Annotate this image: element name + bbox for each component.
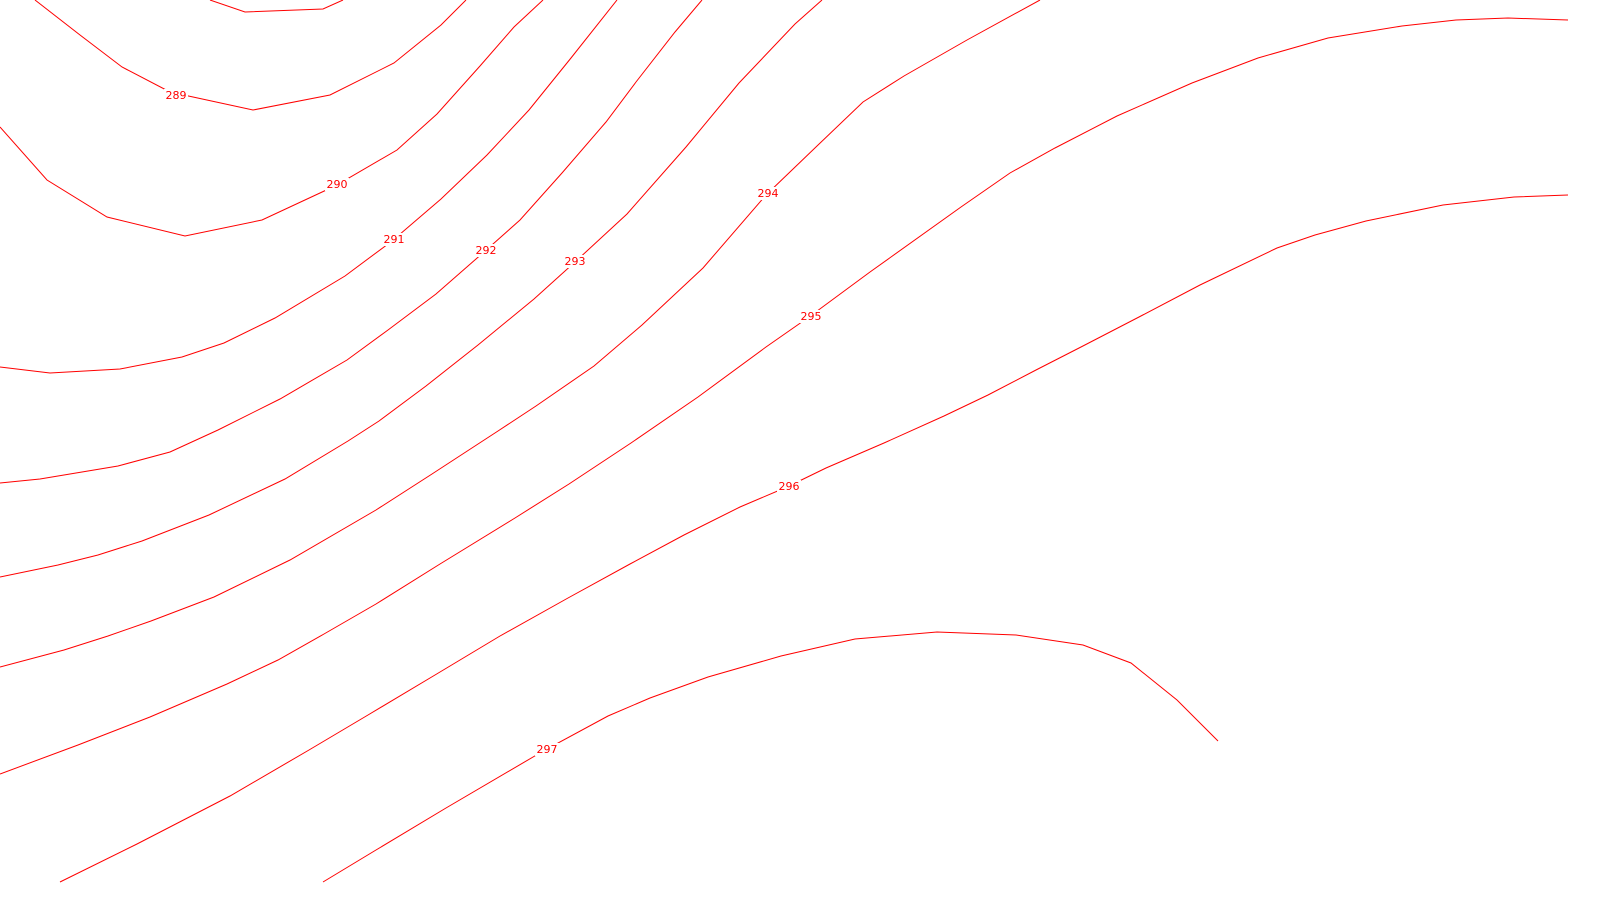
contour-line-297: [322, 631, 1219, 883]
contour-label-297: 297: [535, 743, 559, 756]
contour-line-295: [0, 17, 1569, 775]
contour-label-295-text: 295: [801, 310, 822, 323]
contour-label-295: 295: [799, 310, 823, 323]
contour-label-292-text: 292: [476, 244, 497, 257]
contour-label-296-text: 296: [779, 480, 800, 493]
contour-labels: 289 290 291 292 293 294 295 296: [164, 89, 823, 756]
contour-label-290-text: 290: [327, 178, 348, 191]
contour-label-290: 290: [325, 178, 349, 191]
contour-label-296: 296: [777, 480, 801, 493]
contour-line-292: [0, 0, 703, 484]
contour-line-289-upper: [209, 0, 344, 13]
contour-label-293-text: 293: [565, 255, 586, 268]
contour-label-292: 292: [474, 244, 498, 257]
contour-line-293: [0, 0, 823, 578]
contour-label-294: 294: [756, 187, 780, 200]
contour-label-291-text: 291: [384, 233, 405, 246]
contour-label-291: 291: [382, 233, 406, 246]
contour-line-289: [34, 0, 467, 111]
contour-line-294: [0, 0, 1041, 668]
contour-label-289-text: 289: [166, 89, 187, 102]
contour-line-290: [0, 0, 544, 237]
contour-label-289: 289: [164, 89, 188, 102]
contour-label-293: 293: [563, 255, 587, 268]
contour-label-294-text: 294: [758, 187, 779, 200]
contour-label-297-text: 297: [537, 743, 558, 756]
contour-line-296: [59, 194, 1569, 883]
contour-line-291: [0, 0, 618, 374]
